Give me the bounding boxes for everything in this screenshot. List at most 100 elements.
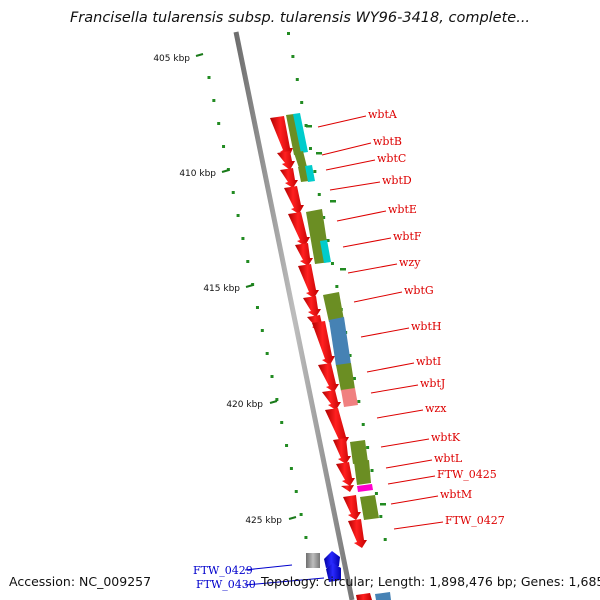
cds-wbtE[interactable] [288, 212, 310, 246]
leader-line [380, 438, 430, 448]
forward-cds-track [270, 116, 372, 600]
gene-labels: wbtA wbtB wbtC wbtD wbtE wbtF wzy wbtG w… [193, 108, 505, 591]
gc-dot [222, 145, 226, 148]
tick-label: 405 kbp [153, 54, 190, 64]
gc-dot [275, 398, 279, 401]
cds-FTW_0427[interactable] [348, 519, 367, 548]
cds-small[interactable] [341, 485, 354, 492]
gc-dot [304, 536, 308, 539]
cds-wbtI[interactable] [312, 321, 335, 365]
leader-line [321, 142, 372, 156]
gene-label-FTW_0425[interactable]: FTW_0425 [437, 468, 497, 481]
cds-wbtF[interactable] [295, 243, 313, 266]
gc-dot [231, 191, 235, 194]
gc-dot [285, 444, 289, 447]
gc-dot [260, 329, 264, 332]
cog-bar [305, 165, 315, 182]
gene-label-wbtI[interactable]: wbtI [416, 355, 441, 368]
scale-ticks: 405 kbp 410 kbp 415 kbp 420 kbp 425 kbp [153, 53, 297, 526]
leader-line [336, 210, 387, 222]
cds-bottom[interactable] [356, 593, 372, 600]
gc-dot [294, 490, 298, 493]
gc-dot [265, 352, 269, 355]
leader-line [317, 115, 367, 128]
gc-skew-dot [361, 423, 365, 426]
gc-dash [306, 125, 312, 128]
gene-label-wzx[interactable]: wzx [425, 402, 447, 415]
cds-wzy[interactable] [298, 264, 319, 298]
tick-415: 415 kbp [203, 284, 254, 294]
leader-line [393, 521, 444, 530]
leader-line [366, 362, 415, 373]
label-leader-lines [244, 115, 444, 586]
gene-label-wzy[interactable]: wzy [399, 256, 421, 269]
leader-line [342, 237, 392, 248]
gene-label-wbtJ[interactable]: wbtJ [420, 377, 445, 390]
cog-category-track [286, 113, 391, 600]
tick-405: 405 kbp [153, 53, 204, 64]
tick-425: 425 kbp [245, 516, 297, 526]
tick-label: 420 kbp [226, 400, 263, 410]
cds-FTW_0425[interactable] [336, 462, 355, 486]
gene-label-wbtH[interactable]: wbtH [411, 320, 441, 333]
reverse-cds-track [306, 551, 341, 582]
leader-line [329, 181, 381, 191]
gene-label-FTW_0427[interactable]: FTW_0427 [445, 514, 505, 527]
tick-label: 410 kbp [179, 169, 216, 179]
gc-dash [380, 503, 386, 506]
gene-label-wbtG[interactable]: wbtG [404, 284, 434, 297]
gene-label-wbtD[interactable]: wbtD [382, 174, 412, 187]
gc-dash [316, 152, 322, 155]
gc-skew-dot [348, 354, 352, 357]
gc-skew-dot [366, 446, 370, 449]
leader-line [360, 327, 410, 338]
cog-bar [286, 114, 302, 155]
leader-line [390, 495, 439, 505]
cds-wzx[interactable] [322, 390, 341, 410]
tick-420: 420 kbp [226, 400, 278, 410]
gc-skew-dot [322, 216, 326, 219]
gc-dot [270, 375, 274, 378]
gene-label-FTW_0429[interactable]: FTW_0429 [193, 564, 253, 577]
cds-wbtC[interactable] [280, 168, 298, 188]
cds-FTW_0429[interactable] [324, 551, 340, 568]
cog-bar [341, 388, 358, 407]
cds-wbtM[interactable] [343, 495, 361, 520]
cds-wbtA[interactable] [270, 116, 293, 157]
cds-wbtL[interactable] [333, 438, 351, 464]
cds-wbtK[interactable] [325, 408, 349, 446]
tick-410: 410 kbp [179, 169, 230, 179]
gc-skew-dot [287, 32, 290, 35]
cog-bar [320, 240, 331, 263]
gc-dot [280, 421, 284, 424]
leader-line [244, 564, 293, 571]
leader-line [244, 577, 325, 586]
gc-skew-dot [370, 469, 374, 472]
gene-label-wbtB[interactable]: wbtB [373, 135, 402, 148]
gene-label-wbtA[interactable]: wbtA [368, 108, 398, 121]
accession-text: Accession: NC_009257 [9, 574, 151, 589]
gene-label-wbtE[interactable]: wbtE [388, 203, 417, 216]
gc-dash [330, 200, 336, 203]
cds-wbtB[interactable] [277, 151, 295, 170]
gene-label-wbtK[interactable]: wbtK [431, 431, 461, 444]
cds-wbtJ[interactable] [318, 363, 339, 392]
cog-bar [294, 151, 307, 168]
gene-label-wbtF[interactable]: wbtF [393, 230, 422, 243]
leader-line [376, 409, 424, 419]
cog-bar [354, 460, 371, 485]
gene-label-FTW_0430[interactable]: FTW_0430 [196, 578, 256, 591]
cds-FTW_0430[interactable] [326, 563, 341, 582]
cds-wbtG[interactable] [303, 296, 321, 317]
gene-label-wbtM[interactable]: wbtM [440, 488, 472, 501]
gc-dot [212, 99, 216, 102]
gene-label-wbtC[interactable]: wbtC [377, 152, 406, 165]
gc-dot [207, 76, 211, 79]
gene-label-wbtL[interactable]: wbtL [434, 452, 463, 465]
feature-grey [306, 553, 320, 568]
genome-backbone [233, 31, 355, 600]
leader-line [385, 459, 433, 469]
gc-dash [340, 268, 346, 271]
cds-wbtD[interactable] [284, 186, 304, 214]
